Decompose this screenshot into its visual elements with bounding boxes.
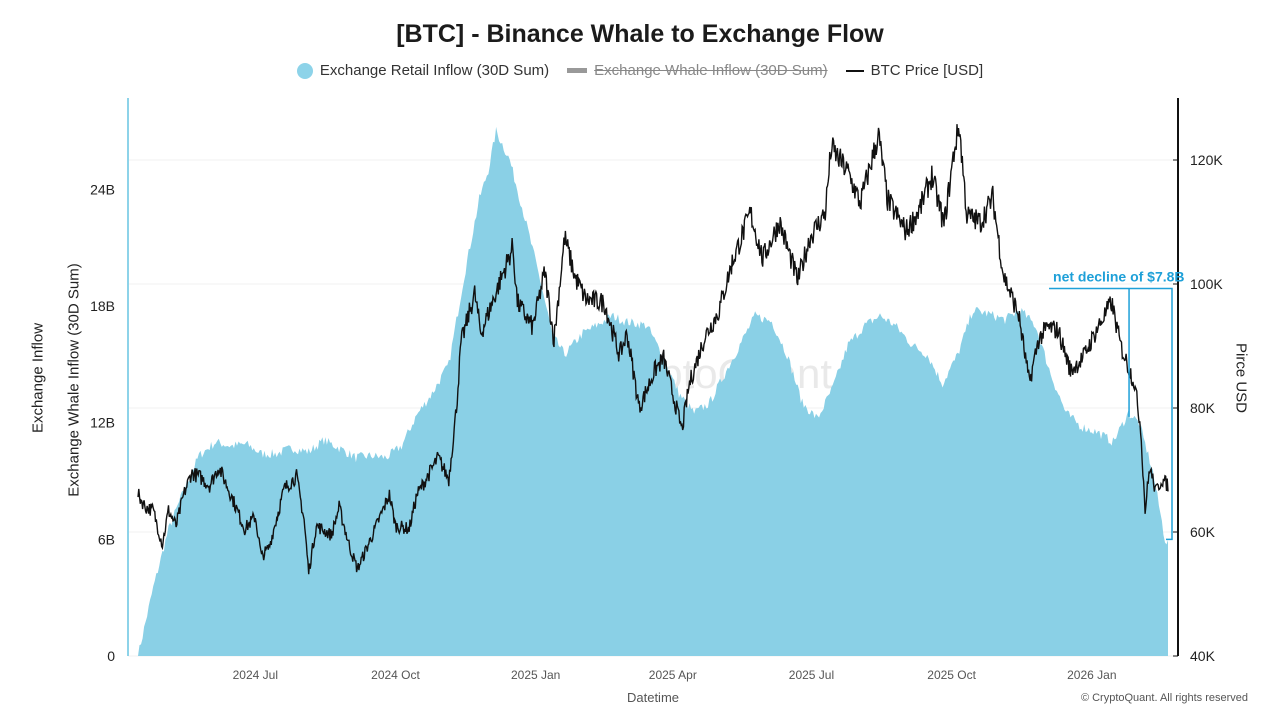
x-tick-label: 2024 Oct — [371, 668, 420, 682]
legend: Exchange Retail Inflow (30D Sum) Exchang… — [0, 62, 1280, 79]
x-axis-ticks: 2024 Jul 2024 Oct 2025 Jan 2025 Apr 2025 Jul… — [233, 668, 1117, 682]
annotation-bracket — [1049, 287, 1173, 541]
right-tick-label: 120K — [1190, 152, 1223, 168]
x-axis-label: Datetime — [626, 690, 680, 705]
x-tick-label: 2025 Jan — [511, 668, 560, 682]
x-tick-label: 2026 Jan — [1067, 668, 1116, 682]
left-tick-label: 18B — [90, 298, 115, 314]
retail-inflow-area — [138, 126, 1168, 656]
legend-swatch-whale — [567, 68, 588, 73]
copyright-credit: © CryptoQuant. All rights reserved — [1080, 692, 1248, 704]
left-axis-ticks: 0 6B 12B 18B 24B — [90, 181, 115, 664]
legend-label-retail: Exchange Retail Inflow (30D Sum) — [319, 62, 550, 79]
right-tick-label: 100K — [1190, 276, 1223, 292]
btc-price-line — [137, 124, 1169, 575]
legend-label-price: BTC Price [USD] — [870, 62, 984, 79]
left-tick-label: 24B — [90, 181, 115, 197]
legend-label-whale: Exchange Whale Inflow (30D Sum) — [594, 62, 828, 79]
legend-item-btc-price[interactable]: BTC Price [USD] — [845, 62, 984, 79]
legend-swatch-price — [845, 69, 864, 72]
x-tick-label: 2025 Oct — [927, 668, 976, 682]
left-tick-label: 12B — [90, 415, 115, 431]
chart-title: [BTC] - Binance Whale to Exchange Flow — [396, 20, 884, 48]
left-tick-label: 6B — [98, 531, 115, 547]
net-decline-annotation: net decline of $7.8B — [1049, 269, 1185, 541]
legend-item-whale-inflow[interactable]: Exchange Whale Inflow (30D Sum) — [567, 62, 828, 79]
right-axis-ticks: 40K 60K 80K 100K 120K — [1173, 152, 1223, 664]
right-tick-label: 60K — [1190, 524, 1216, 540]
annotation-label: net decline of $7.8B — [1053, 269, 1184, 285]
x-tick-label: 2024 Jul — [233, 668, 278, 682]
left-tick-label: 0 — [107, 648, 115, 664]
right-tick-label: 80K — [1190, 400, 1216, 416]
legend-swatch-retail — [296, 62, 313, 79]
x-tick-label: 2025 Jul — [789, 668, 834, 682]
legend-item-retail-inflow[interactable]: Exchange Retail Inflow (30D Sum) — [296, 62, 550, 79]
right-tick-label: 40K — [1190, 648, 1216, 664]
x-tick-label: 2025 Apr — [649, 668, 697, 682]
